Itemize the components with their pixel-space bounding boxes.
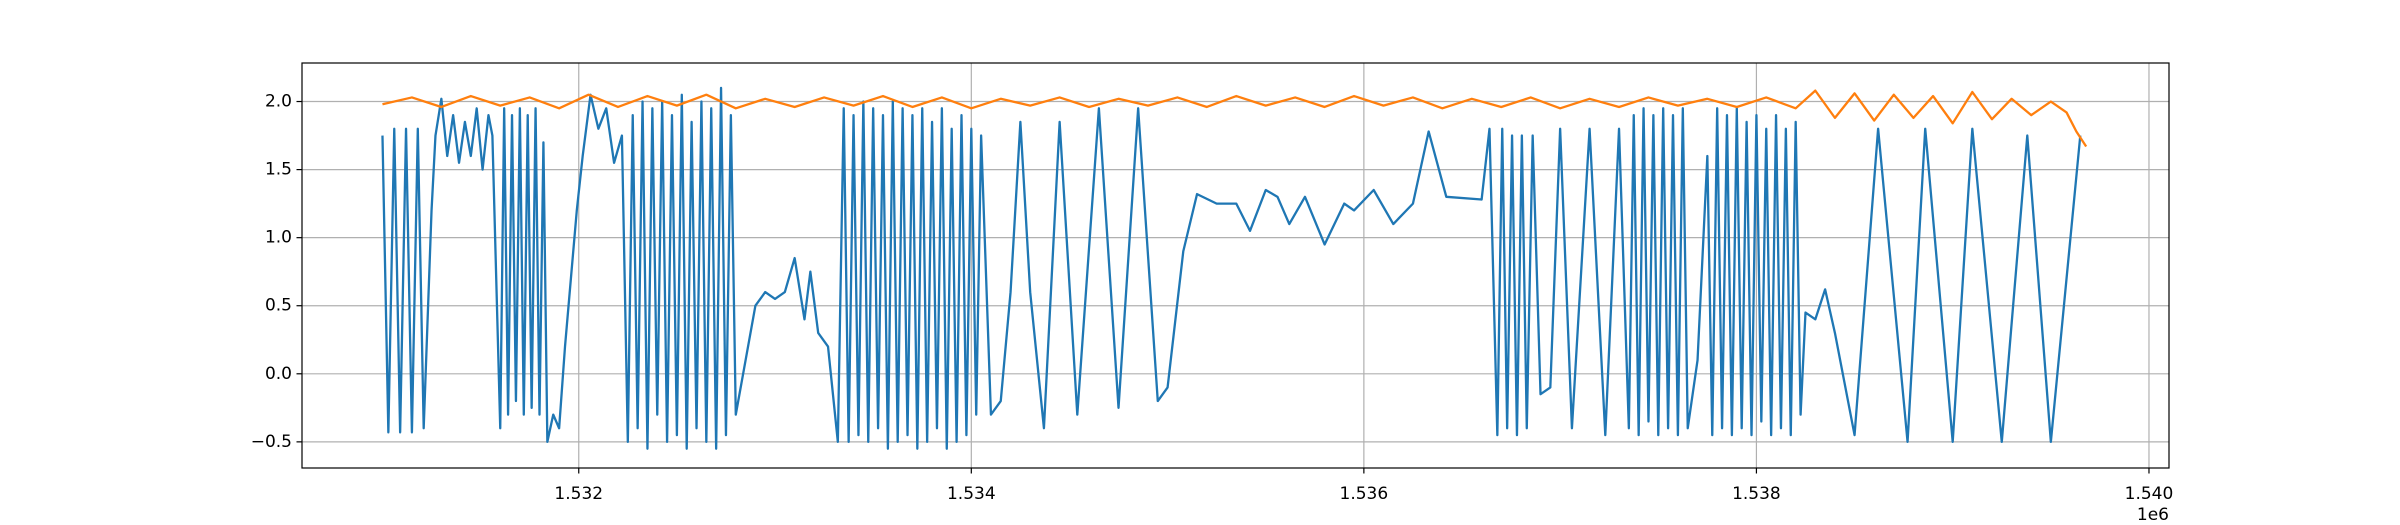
x-offset-label: 1e6 <box>2137 505 2169 525</box>
x-tick-label: 1.532 <box>554 484 603 504</box>
y-tick-label: 1.0 <box>265 228 292 248</box>
y-tick-label: 0.5 <box>265 296 292 316</box>
y-tick-label: 2.0 <box>265 92 292 112</box>
y-tick-label: 1.5 <box>265 160 292 180</box>
x-tick-label: 1.536 <box>1340 484 1389 504</box>
x-tick-label: 1.534 <box>947 484 996 504</box>
x-tick-label: 1.540 <box>2125 484 2174 504</box>
y-tick-label: 0.0 <box>265 364 292 384</box>
series-line <box>381 86 2082 450</box>
axes-frame <box>301 62 2170 469</box>
x-tick-label: 1.538 <box>1732 484 1781 504</box>
y-tick-label: −0.5 <box>251 432 292 452</box>
series-line <box>382 89 2088 148</box>
